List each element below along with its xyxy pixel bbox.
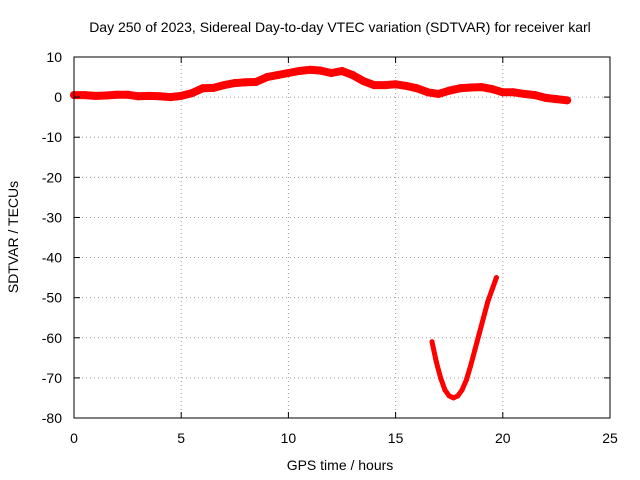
data-point: [284, 69, 293, 78]
data-point: [485, 299, 491, 305]
data-point: [552, 95, 561, 104]
data-point: [481, 315, 487, 321]
data-point: [509, 88, 518, 97]
data-point: [433, 359, 439, 365]
y-tick-label: -70: [42, 370, 62, 386]
data-point: [241, 78, 250, 87]
y-tick-label: -20: [42, 169, 62, 185]
data-point: [209, 83, 218, 92]
data-point: [468, 363, 474, 369]
data-point: [295, 67, 304, 76]
data-point: [450, 395, 456, 401]
data-point: [380, 81, 389, 90]
y-tick-label: -10: [42, 129, 62, 145]
y-tick-label: -30: [42, 209, 62, 225]
data-point: [498, 88, 507, 97]
axis-ticks: [73, 56, 611, 419]
data-point: [230, 79, 239, 88]
data-point: [327, 69, 336, 78]
y-tick-label: 10: [46, 49, 62, 65]
data-point: [102, 91, 111, 100]
data-point: [198, 84, 207, 93]
data-point: [563, 96, 572, 105]
x-tick-label: 25: [602, 430, 618, 446]
data-point: [530, 91, 539, 100]
data-point: [134, 92, 143, 101]
data-point: [423, 88, 432, 97]
data-point: [489, 287, 495, 293]
data-point: [166, 93, 175, 102]
data-point: [446, 393, 452, 399]
data-point: [476, 331, 482, 337]
x-tick-label: 15: [388, 430, 404, 446]
grid: [74, 57, 610, 418]
data-point: [145, 91, 154, 100]
data-point: [391, 80, 400, 89]
data-point: [80, 91, 89, 100]
y-tick-label: -80: [42, 410, 62, 426]
data-point: [466, 83, 475, 92]
data-point: [455, 393, 461, 399]
data-point: [359, 77, 368, 86]
data-point: [438, 375, 444, 381]
data-point: [493, 275, 499, 281]
data-point: [91, 91, 100, 100]
x-tick-label: 20: [495, 430, 511, 446]
y-tick-label: 0: [54, 89, 62, 105]
x-tick-label: 0: [70, 430, 78, 446]
data-point: [338, 67, 346, 76]
y-tick-label: -60: [42, 330, 62, 346]
chart-title: Day 250 of 2023, Sidereal Day-to-day VTE…: [89, 19, 591, 35]
data-point: [348, 71, 357, 80]
data-point: [445, 86, 454, 95]
plot-frame: [73, 56, 611, 419]
data-point: [273, 71, 282, 80]
data-point: [252, 77, 261, 86]
data-point: [472, 347, 478, 353]
data-point: [429, 339, 435, 345]
x-tick-label: 10: [281, 430, 297, 446]
tick-labels: 0 5 10 15 20 25 10 0 -10 -20 -30 -40 -50 -60 -70 -80: [42, 49, 618, 446]
data-point: [442, 387, 448, 393]
data-point: [541, 93, 550, 102]
data-point: [520, 89, 529, 98]
data-point: [434, 89, 443, 98]
data-point: [463, 377, 469, 383]
data-point: [220, 81, 229, 90]
data-point: [402, 81, 411, 90]
data-point: [413, 84, 422, 93]
data-point: [155, 92, 164, 101]
data-point: [477, 83, 486, 92]
data-point: [316, 66, 325, 75]
data-point: [305, 65, 314, 74]
y-axis-label: SDTVAR / TECUs: [5, 181, 21, 293]
data-point: [187, 89, 196, 98]
data-point: [177, 91, 186, 100]
data-point: [123, 90, 132, 99]
plot-series: [70, 65, 572, 401]
data-point: [455, 84, 464, 93]
y-tick-label: -50: [42, 290, 62, 306]
x-axis-label: GPS time / hours: [287, 457, 394, 473]
data-point: [370, 81, 379, 90]
data-point: [112, 90, 121, 99]
series-anomaly-line: [429, 275, 499, 401]
data-point: [488, 85, 497, 94]
data-point: [262, 73, 271, 82]
data-point: [459, 387, 465, 393]
y-tick-label: -40: [42, 250, 62, 266]
x-tick-label: 5: [177, 430, 185, 446]
